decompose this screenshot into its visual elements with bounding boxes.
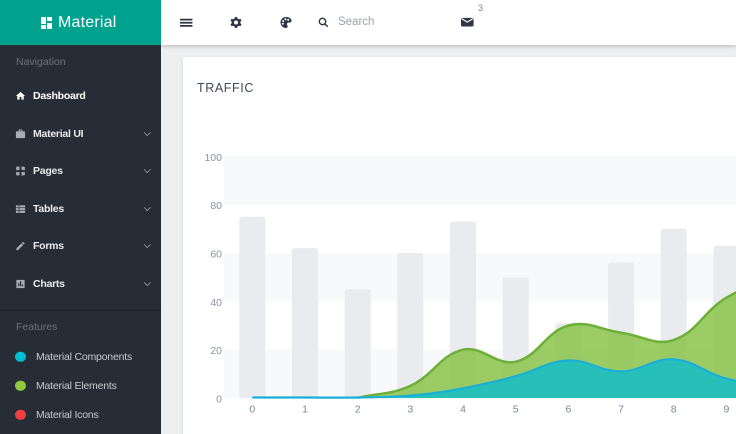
svg-text:40: 40 (210, 297, 222, 309)
svg-text:80: 80 (210, 200, 222, 212)
svg-text:9: 9 (723, 404, 729, 416)
svg-text:0: 0 (216, 394, 222, 406)
svg-text:5: 5 (513, 404, 519, 416)
svg-text:6: 6 (565, 404, 571, 416)
svg-text:4: 4 (460, 404, 466, 416)
svg-text:0: 0 (249, 404, 255, 416)
svg-text:7: 7 (618, 404, 624, 416)
svg-text:1: 1 (302, 404, 308, 416)
svg-text:60: 60 (210, 249, 222, 261)
svg-text:3: 3 (407, 404, 413, 416)
svg-text:100: 100 (204, 152, 222, 164)
svg-text:2: 2 (355, 404, 361, 416)
svg-text:8: 8 (671, 404, 677, 416)
svg-text:20: 20 (210, 345, 222, 357)
